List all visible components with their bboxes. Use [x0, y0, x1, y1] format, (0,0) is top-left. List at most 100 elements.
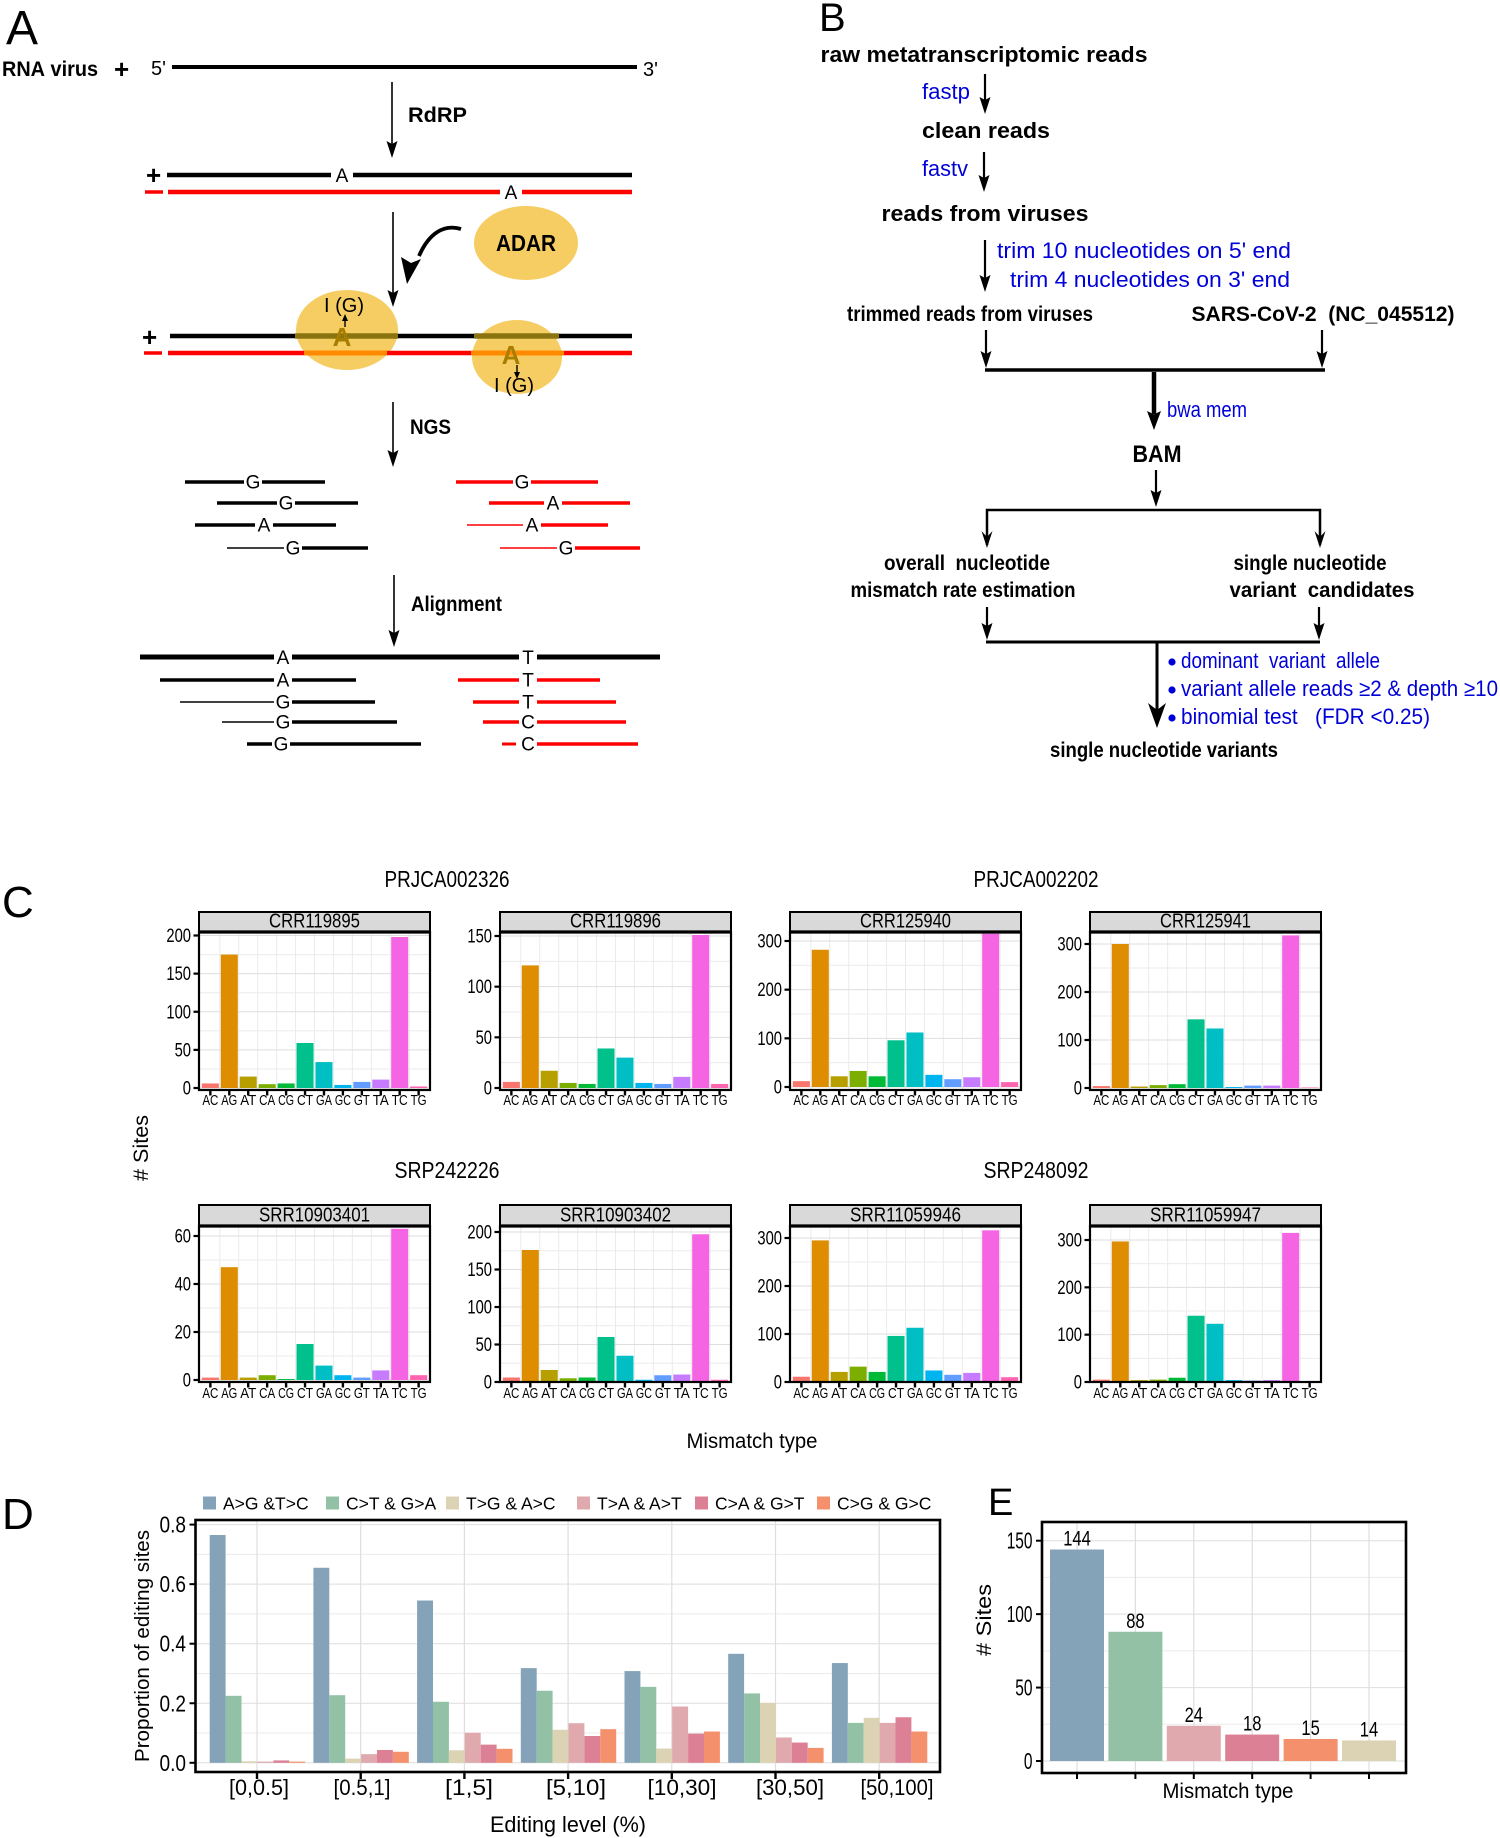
svg-text:GA: GA: [316, 1385, 332, 1402]
svg-text:binomial test (FDR <0.25): binomial test (FDR <0.25): [1181, 704, 1430, 729]
svg-text:variant candidates: variant candidates: [1230, 579, 1415, 602]
svg-text:Editing level (%): Editing level (%): [490, 1812, 646, 1837]
svg-text:PRJCA002202: PRJCA002202: [974, 866, 1099, 892]
svg-text:AT: AT: [240, 1092, 256, 1109]
svg-text:144: 144: [1063, 1527, 1091, 1551]
svg-text:150: 150: [467, 1260, 492, 1281]
svg-text:100: 100: [1007, 1601, 1033, 1627]
svg-text:G: G: [515, 473, 530, 494]
svg-text:SARS-CoV-2 (NC_045512): SARS-CoV-2 (NC_045512): [1192, 303, 1455, 326]
svg-text:CRR119895: CRR119895: [269, 911, 360, 933]
svg-text:raw metatranscriptomic reads: raw metatranscriptomic reads: [821, 42, 1148, 67]
svg-text:100: 100: [1057, 1031, 1082, 1052]
svg-text:CG: CG: [869, 1385, 885, 1402]
svg-text:G: G: [286, 539, 301, 560]
svg-text:CT: CT: [598, 1385, 614, 1402]
svg-text:[50,100]: [50,100]: [861, 1775, 934, 1800]
svg-text:0: 0: [774, 1078, 782, 1099]
svg-text:T>A & A>T: T>A & A>T: [597, 1494, 682, 1514]
svg-text:CT: CT: [1188, 1385, 1204, 1402]
svg-text:TG: TG: [1302, 1092, 1318, 1109]
svg-text:40: 40: [175, 1275, 191, 1296]
svg-text:TC: TC: [693, 1092, 709, 1109]
svg-text:GA: GA: [1207, 1385, 1223, 1402]
svg-text:60: 60: [175, 1227, 191, 1248]
svg-text:CG: CG: [1169, 1385, 1185, 1402]
svg-text:fastv: fastv: [922, 156, 968, 181]
svg-text:300: 300: [1057, 935, 1082, 956]
svg-text:0.0: 0.0: [160, 1750, 187, 1776]
svg-text:0: 0: [484, 1079, 492, 1100]
svg-text:TA: TA: [373, 1092, 389, 1109]
svg-text:E: E: [988, 1482, 1013, 1524]
svg-text:GT: GT: [655, 1092, 671, 1109]
svg-text:100: 100: [467, 977, 492, 998]
svg-text:0: 0: [484, 1373, 492, 1394]
svg-text:88: 88: [1126, 1609, 1144, 1633]
svg-text:200: 200: [1057, 983, 1082, 1004]
svg-text:0: 0: [1074, 1373, 1082, 1394]
svg-text:reads from viruses: reads from viruses: [882, 201, 1089, 226]
svg-text:GA: GA: [617, 1092, 633, 1109]
svg-text:AT: AT: [541, 1385, 557, 1402]
svg-text:AT: AT: [1131, 1385, 1147, 1402]
svg-text:A: A: [277, 648, 290, 669]
svg-text:fastp: fastp: [922, 79, 970, 104]
svg-text:TA: TA: [964, 1092, 980, 1109]
svg-text:TC: TC: [983, 1092, 999, 1109]
svg-text:TC: TC: [693, 1385, 709, 1402]
svg-text:200: 200: [467, 1223, 492, 1244]
svg-text:SRR11059947: SRR11059947: [1150, 1205, 1261, 1227]
svg-text:GC: GC: [926, 1092, 942, 1109]
svg-text:C: C: [2, 878, 34, 927]
svg-text:A: A: [258, 516, 271, 537]
svg-text:50: 50: [1015, 1675, 1032, 1701]
svg-text:AT: AT: [240, 1385, 256, 1402]
svg-text:C>A & G>T: C>A & G>T: [715, 1494, 805, 1514]
svg-text:T>G & A>C: T>G & A>C: [466, 1494, 555, 1514]
svg-text:50: 50: [476, 1335, 492, 1356]
svg-text:200: 200: [757, 980, 782, 1001]
svg-text:RNA virus: RNA virus: [2, 58, 98, 81]
svg-text:AC: AC: [202, 1385, 218, 1402]
svg-text:0.4: 0.4: [160, 1631, 187, 1657]
svg-text:0: 0: [183, 1371, 191, 1392]
svg-text:50: 50: [476, 1028, 492, 1049]
svg-text:TA: TA: [674, 1385, 690, 1402]
svg-text:300: 300: [757, 931, 782, 952]
svg-text:CT: CT: [888, 1092, 904, 1109]
svg-text:TG: TG: [1002, 1385, 1018, 1402]
svg-text:G: G: [279, 494, 294, 515]
svg-text:AT: AT: [541, 1092, 557, 1109]
svg-text:trimmed reads from viruses: trimmed reads from viruses: [847, 303, 1093, 326]
svg-text:AC: AC: [1093, 1092, 1109, 1109]
svg-text:CA: CA: [560, 1092, 576, 1109]
svg-text:AG: AG: [812, 1092, 828, 1109]
svg-text:AT: AT: [1131, 1092, 1147, 1109]
svg-text:[0,0.5]: [0,0.5]: [229, 1775, 289, 1800]
svg-text:GC: GC: [636, 1385, 652, 1402]
svg-text:[1,5]: [1,5]: [445, 1775, 493, 1800]
svg-text:GT: GT: [1245, 1385, 1261, 1402]
svg-text:TA: TA: [373, 1385, 389, 1402]
svg-text:CT: CT: [888, 1385, 904, 1402]
svg-text:D: D: [2, 1490, 34, 1539]
svg-text:PRJCA002326: PRJCA002326: [385, 866, 510, 892]
svg-text:A: A: [6, 2, 38, 55]
svg-text:CT: CT: [297, 1385, 313, 1402]
svg-text:AG: AG: [1112, 1385, 1128, 1402]
svg-text:SRP242226: SRP242226: [395, 1157, 500, 1183]
svg-text:TC: TC: [983, 1385, 999, 1402]
svg-text:CA: CA: [1150, 1092, 1166, 1109]
svg-text:RdRP: RdRP: [408, 103, 467, 127]
svg-text:C>G & G>C: C>G & G>C: [837, 1494, 931, 1514]
svg-text:trim 4 nucleotides on 3' end: trim 4 nucleotides on 3' end: [1010, 267, 1290, 292]
svg-text:AG: AG: [221, 1385, 237, 1402]
svg-text:bwa mem: bwa mem: [1167, 397, 1247, 422]
svg-text:variant allele reads ≥2 & dept: variant allele reads ≥2 & depth ≥10: [1181, 676, 1498, 701]
svg-text:TG: TG: [712, 1385, 728, 1402]
svg-text:[10,30]: [10,30]: [648, 1775, 717, 1800]
svg-text:AG: AG: [812, 1385, 828, 1402]
svg-text:+: +: [146, 160, 161, 190]
svg-text:A: A: [502, 340, 521, 370]
